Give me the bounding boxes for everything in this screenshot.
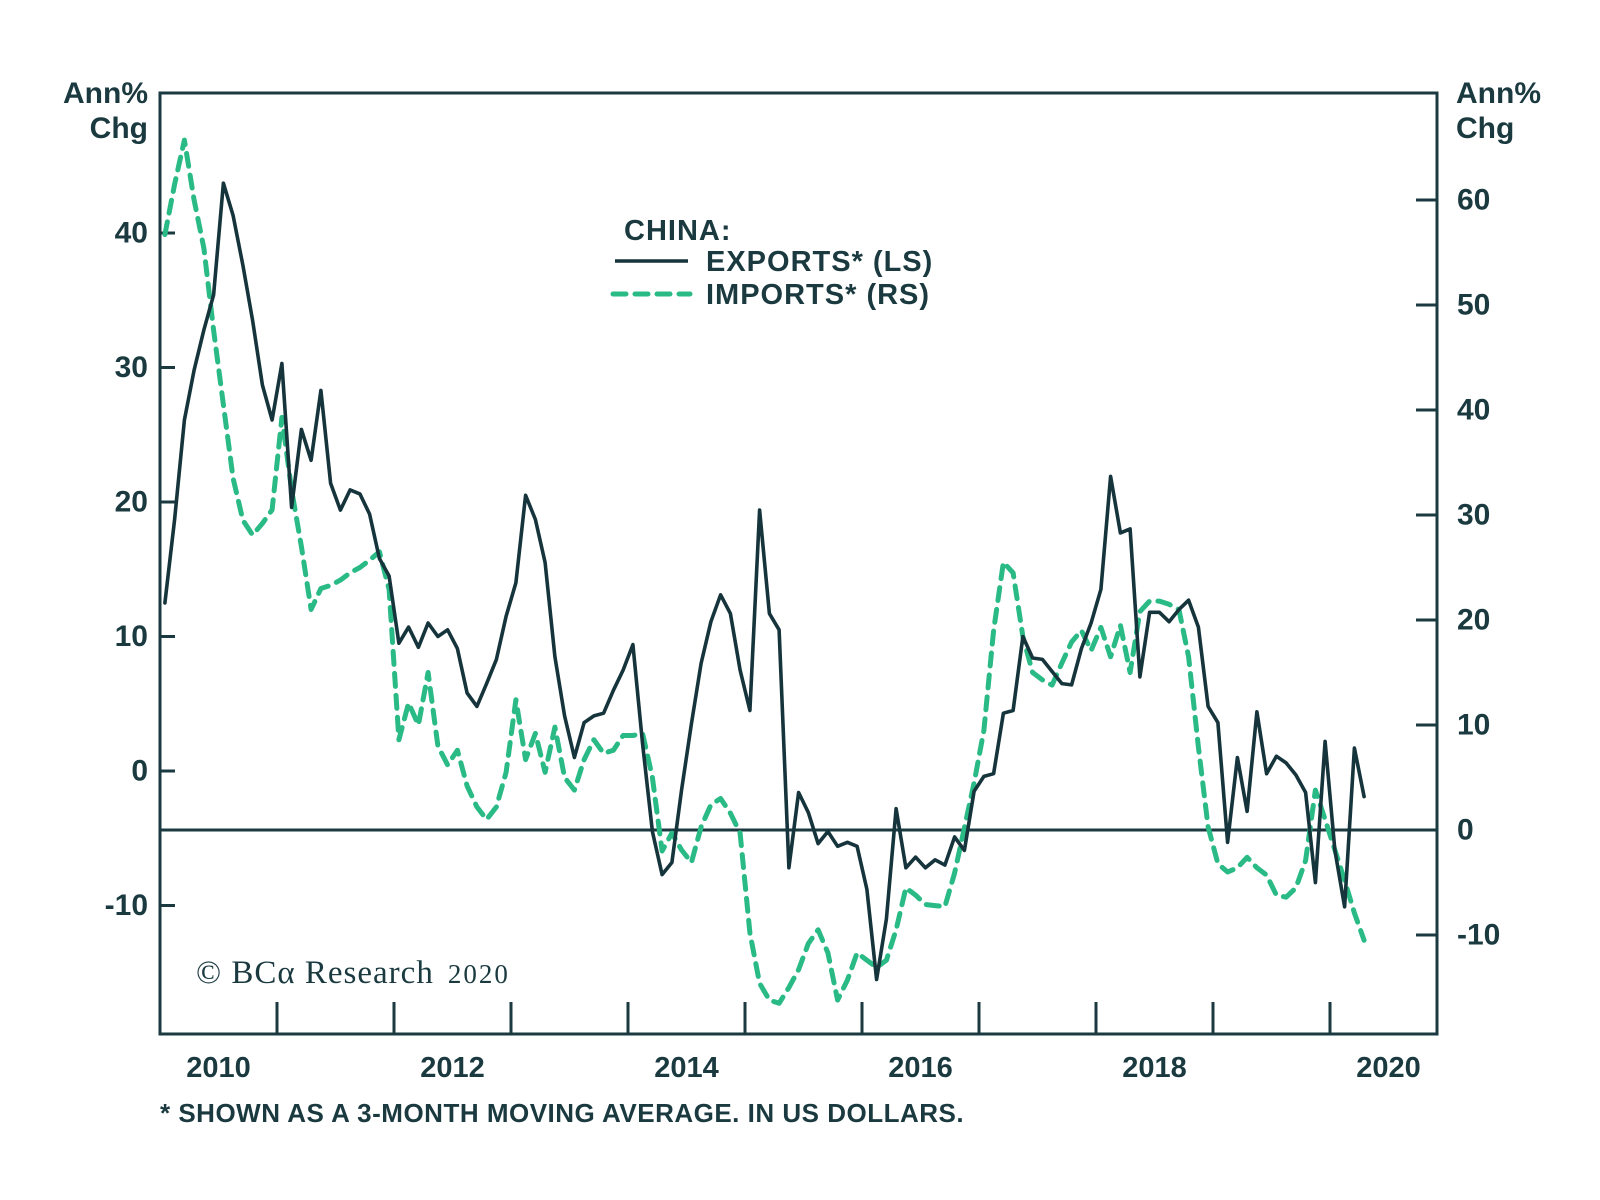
x-year-label: 2020 [1356, 1052, 1421, 1084]
x-year-label: 2012 [420, 1052, 485, 1084]
watermark-text: © BCα Research [196, 955, 434, 991]
right-axis-ticks: 60 50 40 30 20 10 0 -10 [1416, 184, 1500, 952]
imports-series-line [162, 137, 1367, 1006]
imports-legend-label: IMPORTS* (RS) [706, 279, 930, 311]
plot-frame [158, 91, 1439, 1036]
right-tick-label: 20 [1457, 604, 1490, 637]
watermark-year: 2020 [448, 959, 510, 989]
left-tick-label: -10 [105, 889, 148, 922]
left-tick-label: 20 [115, 486, 148, 519]
right-tick-label: -10 [1457, 919, 1500, 952]
bca-research-watermark: © BCα Research 2020 [196, 955, 510, 991]
left-tick-label: 0 [131, 755, 148, 788]
right-axis-title-line1: Ann% [1456, 77, 1541, 110]
right-tick-label: 50 [1457, 289, 1490, 322]
right-axis-title-line2: Chg [1456, 112, 1514, 145]
x-year-label: 2018 [1122, 1052, 1187, 1084]
left-tick-label: 30 [115, 351, 148, 384]
left-axis-ticks: 40 30 20 10 0 -10 [105, 217, 175, 922]
x-year-label: 2016 [888, 1052, 953, 1084]
right-tick-label: 60 [1457, 184, 1490, 217]
legend-title: CHINA: [624, 215, 732, 247]
right-tick-label: 30 [1457, 499, 1490, 532]
left-axis-title-line1: Ann% [63, 77, 148, 110]
left-tick-label: 10 [115, 620, 148, 653]
left-tick-label: 40 [115, 217, 148, 250]
x-axis-ticks [275, 1002, 1332, 1034]
right-tick-label: 10 [1457, 709, 1490, 742]
left-axis-title-line2: Chg [90, 112, 148, 145]
right-tick-label: 0 [1457, 814, 1474, 847]
x-axis-year-labels: 2010 2012 2014 2016 2018 2020 [186, 1052, 1421, 1084]
legend: CHINA: EXPORTS* (LS) IMPORTS* (RS) [610, 215, 933, 311]
exports-legend-label: EXPORTS* (LS) [706, 246, 933, 278]
x-year-label: 2014 [654, 1052, 719, 1084]
right-tick-label: 40 [1457, 394, 1490, 427]
exports-series-line [163, 181, 1366, 982]
footnote: * SHOWN AS A 3-MONTH MOVING AVERAGE. IN … [160, 1098, 964, 1128]
x-year-label: 2010 [186, 1052, 251, 1084]
